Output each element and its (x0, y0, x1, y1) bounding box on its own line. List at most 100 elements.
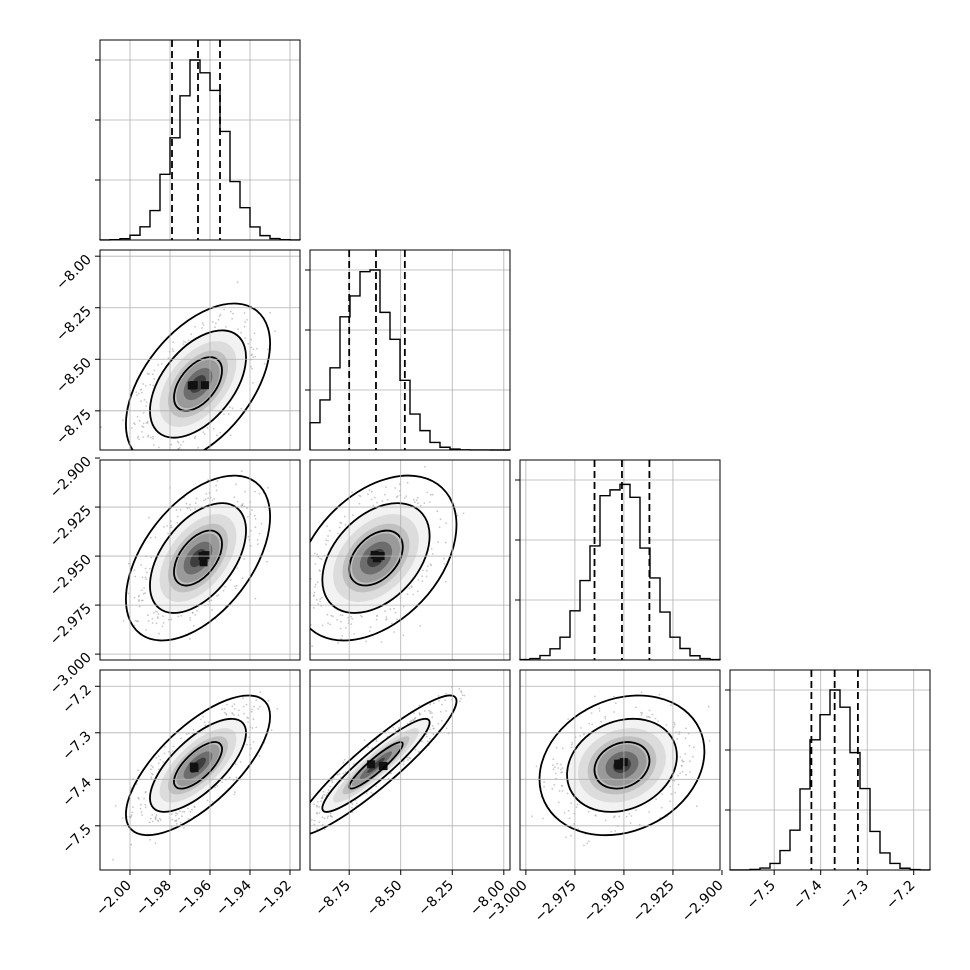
sample-point (231, 407, 234, 410)
sample-point (679, 772, 681, 774)
sample-point (189, 619, 192, 621)
sample-point (681, 760, 684, 763)
sample-point (343, 758, 346, 761)
panel-frame (99, 669, 301, 871)
sample-point (242, 705, 245, 708)
sample-point (163, 526, 165, 528)
sample-point (594, 815, 597, 817)
histogram-steps-0 (99, 59, 301, 241)
sample-point (678, 733, 681, 735)
histogram-panel-0 (95, 39, 301, 241)
sample-point (149, 838, 152, 841)
sample-point (327, 540, 329, 542)
sample-point (259, 691, 262, 694)
sample-point (215, 484, 218, 487)
sample-point (365, 792, 368, 795)
sample-point (189, 503, 192, 506)
sample-point (138, 798, 140, 800)
sample-point (174, 819, 176, 822)
sample-point (673, 779, 676, 782)
sample-point (153, 444, 155, 446)
sample-point (183, 496, 186, 499)
sample-point (194, 435, 197, 438)
sample-point (127, 592, 130, 595)
sample-point (151, 766, 154, 768)
panel-frame (99, 249, 301, 451)
sample-point (331, 816, 333, 818)
sample-point (252, 348, 255, 351)
sample-point (676, 738, 679, 740)
sample-point (431, 724, 434, 727)
sample-point (629, 822, 632, 824)
sample-point (553, 783, 556, 786)
sample-point (439, 710, 442, 713)
sample-point (429, 728, 431, 731)
sample-point (231, 705, 234, 708)
sample-point (575, 806, 578, 808)
sample-point (243, 558, 246, 560)
sample-point (135, 391, 138, 393)
sample-point (561, 747, 564, 750)
sample-point (321, 624, 324, 627)
sample-point (134, 575, 137, 578)
sample-point (197, 446, 200, 449)
sample-point (143, 797, 146, 800)
x-tick-label: −1.92 (253, 878, 295, 920)
sample-point (159, 455, 161, 457)
sample-point (135, 783, 138, 785)
sample-point (170, 813, 173, 816)
sample-point (406, 481, 409, 484)
sample-point (155, 456, 157, 458)
sample-point (216, 434, 218, 437)
sample-point (257, 707, 259, 710)
y-tick-label: −8.00 (53, 252, 95, 294)
sample-point (248, 736, 251, 739)
sample-point (177, 615, 180, 618)
sample-point (428, 737, 431, 740)
sample-point (174, 814, 177, 817)
x-tick-label: −2.950 (581, 878, 629, 926)
sample-point (142, 383, 145, 385)
sample-point (375, 740, 378, 743)
sample-point (174, 812, 177, 814)
sample-point (147, 435, 149, 438)
sample-point (417, 750, 420, 753)
sample-point (679, 756, 682, 758)
sample-point (223, 308, 226, 311)
panel-content (100, 460, 300, 660)
sample-point (423, 502, 426, 504)
sample-point (170, 618, 173, 621)
contour-line (566, 717, 678, 813)
sample-point (674, 791, 677, 794)
sample-point (250, 365, 252, 368)
sample-point (216, 480, 219, 482)
sample-point (425, 733, 428, 735)
sample-point (321, 596, 323, 599)
sample-point (234, 791, 236, 793)
sample-point (316, 553, 319, 556)
sample-point (139, 807, 142, 810)
sample-point (316, 812, 319, 815)
sample-point (150, 772, 153, 775)
sample-point (234, 585, 236, 588)
sample-point (542, 817, 544, 820)
density-peak (201, 551, 210, 560)
sample-point (153, 378, 156, 380)
sample-point (214, 326, 217, 329)
sample-point (370, 498, 373, 501)
sample-point (560, 771, 562, 774)
sample-point (182, 343, 185, 345)
sample-point (340, 638, 343, 640)
sample-point (344, 771, 347, 773)
sample-point (628, 812, 631, 815)
sample-point (407, 759, 409, 761)
sample-point (241, 503, 244, 505)
scatter-panel-3-2 (519, 669, 721, 871)
sample-point (613, 695, 615, 698)
sample-point (610, 830, 613, 833)
y-tick-label: −8.75 (53, 406, 95, 448)
sample-point (338, 773, 341, 776)
sample-point (594, 695, 596, 698)
sample-point (305, 603, 307, 605)
sample-point (431, 493, 434, 496)
